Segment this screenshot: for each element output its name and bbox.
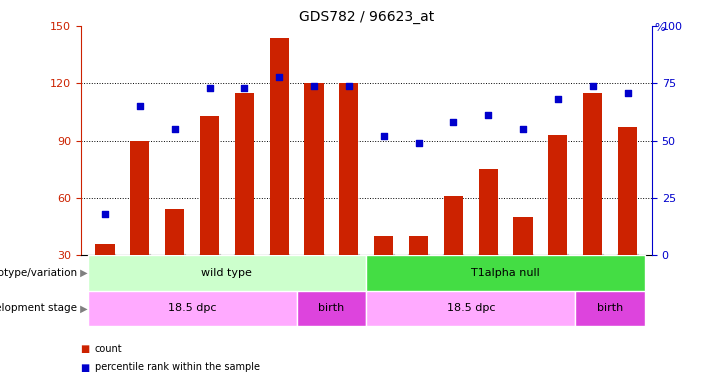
Text: T1alpha null: T1alpha null [471, 268, 540, 278]
Text: genotype/variation: genotype/variation [0, 268, 77, 278]
Point [204, 85, 215, 91]
Bar [270, 38, 289, 312]
Bar [576, 291, 645, 326]
Point [448, 119, 459, 125]
Point [308, 83, 320, 89]
Point [413, 140, 424, 146]
Bar [200, 116, 219, 312]
Text: birth: birth [318, 303, 345, 313]
Bar [339, 83, 358, 312]
Bar [374, 236, 393, 312]
Bar [618, 127, 637, 312]
Bar [235, 93, 254, 312]
Text: development stage: development stage [0, 303, 77, 313]
Text: ■: ■ [81, 344, 90, 354]
Bar [165, 209, 184, 312]
Bar [367, 291, 576, 326]
Text: wild type: wild type [201, 268, 252, 278]
Point [552, 96, 564, 102]
Bar [513, 217, 533, 312]
Point [482, 112, 494, 118]
Point [273, 74, 285, 80]
Point [587, 83, 599, 89]
Point [622, 90, 633, 96]
Point [517, 126, 529, 132]
Point [239, 85, 250, 91]
Bar [479, 169, 498, 312]
Bar [304, 83, 324, 312]
Bar [130, 141, 149, 312]
Point [343, 83, 355, 89]
Point [134, 103, 145, 110]
Bar [88, 255, 367, 291]
Text: birth: birth [597, 303, 623, 313]
Bar [548, 135, 567, 312]
Text: ▶: ▶ [77, 303, 88, 313]
Bar [409, 236, 428, 312]
Bar [444, 196, 463, 312]
Bar [297, 291, 367, 326]
Title: GDS782 / 96623_at: GDS782 / 96623_at [299, 10, 434, 24]
Text: ▶: ▶ [77, 268, 88, 278]
Bar [88, 291, 297, 326]
Text: percentile rank within the sample: percentile rank within the sample [95, 363, 259, 372]
Point [378, 133, 389, 139]
Point [100, 211, 111, 217]
Bar [367, 255, 645, 291]
Text: 18.5 dpc: 18.5 dpc [168, 303, 217, 313]
Bar [583, 93, 602, 312]
Text: 18.5 dpc: 18.5 dpc [447, 303, 495, 313]
Text: ■: ■ [81, 363, 90, 372]
Bar [95, 244, 114, 312]
Text: %: % [655, 24, 665, 33]
Point [169, 126, 180, 132]
Text: count: count [95, 344, 122, 354]
